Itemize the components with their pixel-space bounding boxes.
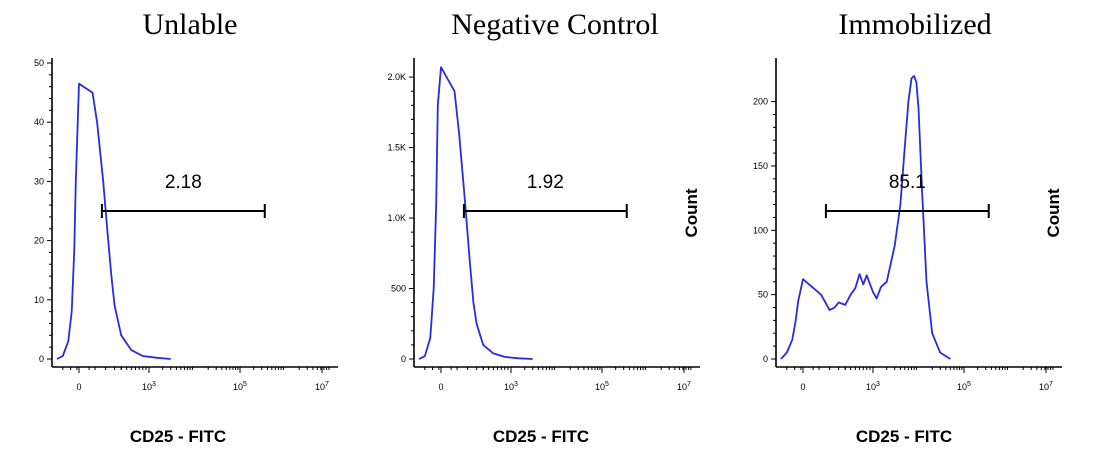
panel-title: Negative Control [451, 8, 658, 41]
y-tick-label: 40 [34, 117, 44, 127]
x-tick-label: 103 [866, 381, 880, 392]
x-tick-label: 0 [76, 382, 81, 392]
y-tick-label: 100 [753, 225, 768, 235]
panel-title: Immobilized [838, 8, 991, 41]
y-tick-label: 200 [753, 97, 768, 107]
gate-percentage-label: 2.18 [165, 172, 202, 193]
histogram-line [780, 75, 951, 360]
y-tick-label: 10 [34, 295, 44, 305]
x-tick-label: 103 [504, 381, 518, 392]
y-tick-label: 1.5K [387, 143, 406, 153]
histogram-line [56, 82, 171, 360]
y-tick-label: 0 [763, 354, 768, 364]
y-tick-label: 50 [758, 290, 768, 300]
histogram-line [418, 66, 533, 360]
y-tick-label: 30 [34, 176, 44, 186]
y-tick-label: 1.0K [387, 213, 406, 223]
gate-percentage-label: 85.1 [889, 172, 926, 193]
x-tick-label: 0 [800, 382, 805, 392]
y-tick-label: 0 [401, 354, 406, 364]
x-tick-label: 107 [677, 381, 691, 392]
x-tick-label: 107 [315, 381, 329, 392]
x-tick-label: 105 [595, 381, 609, 392]
gate-percentage-label: 1.92 [527, 172, 564, 193]
x-tick-label: 105 [957, 381, 971, 392]
x-tick-label: 105 [233, 381, 247, 392]
y-tick-label: 0 [39, 354, 44, 364]
panel-title: Unlable [143, 8, 238, 41]
x-tick-label: 107 [1039, 381, 1053, 392]
x-tick-label: 103 [142, 381, 156, 392]
x-axis-label: CD25 - FITC [856, 427, 952, 446]
x-axis-label: CD25 - FITC [493, 427, 589, 446]
x-tick-label: 0 [438, 382, 443, 392]
y-tick-label: 20 [34, 236, 44, 246]
y-axis-label: Count [682, 188, 701, 237]
x-axis-label: CD25 - FITC [130, 427, 226, 446]
y-tick-label: 500 [391, 284, 406, 294]
y-tick-label: 50 [34, 58, 44, 68]
y-tick-label: 2.0K [387, 72, 406, 82]
y-tick-label: 150 [753, 161, 768, 171]
y-axis-label: Count [1044, 188, 1063, 237]
